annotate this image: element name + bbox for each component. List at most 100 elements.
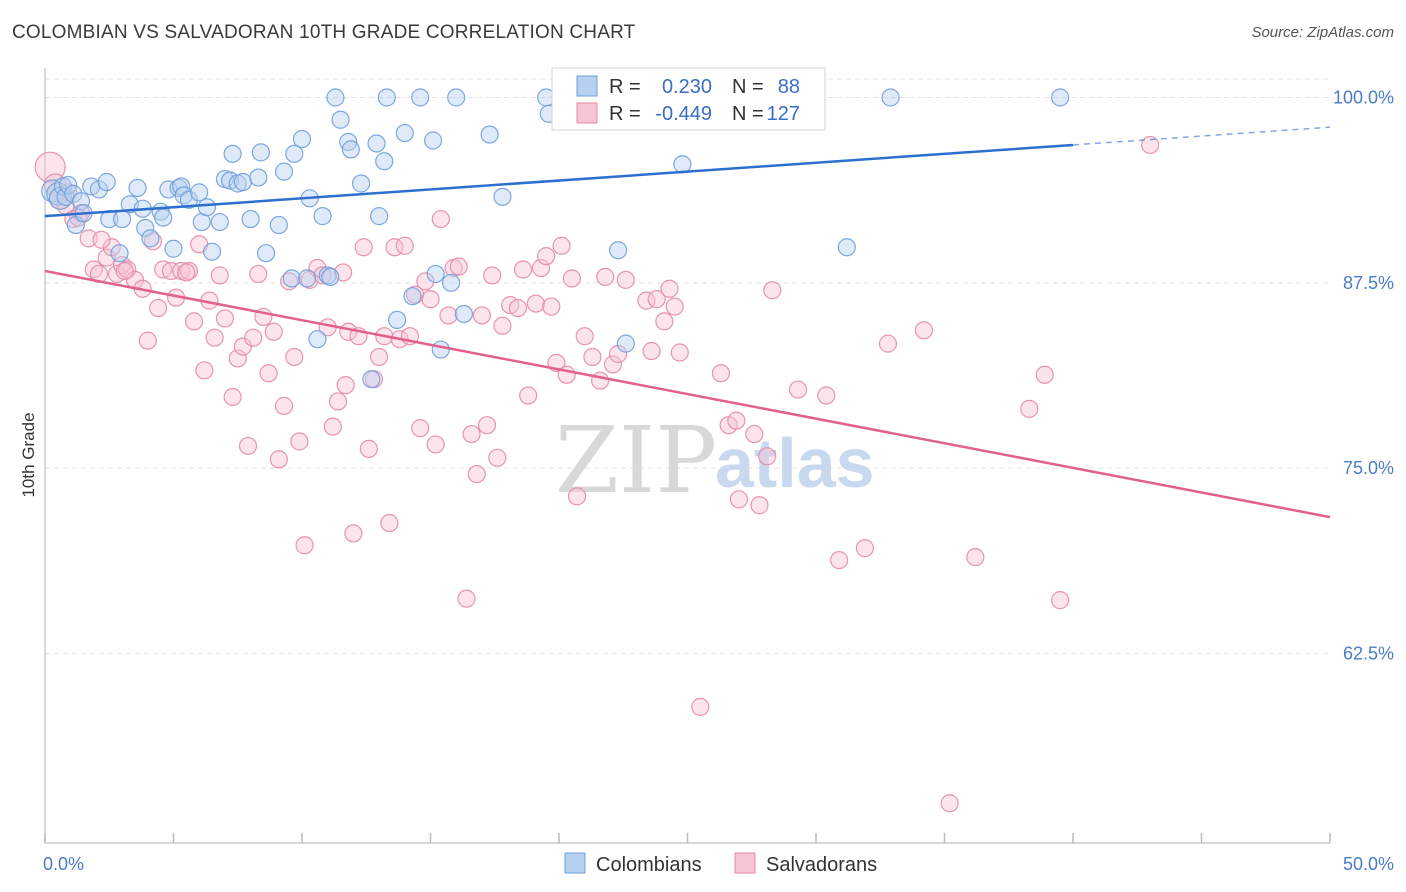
data-point	[616, 270, 635, 289]
data-point	[375, 152, 394, 171]
data-point	[238, 436, 258, 456]
data-point	[210, 266, 229, 285]
data-point	[264, 322, 283, 341]
data-point	[763, 281, 782, 300]
data-point	[370, 207, 389, 226]
data-point	[215, 309, 234, 328]
data-point	[344, 524, 363, 543]
data-point	[274, 162, 294, 181]
data-point	[184, 312, 204, 331]
trend-line-salvadorans	[44, 269, 1331, 519]
data-point	[449, 257, 468, 276]
data-point	[321, 267, 340, 287]
data-point	[256, 244, 276, 263]
data-point	[537, 247, 556, 266]
data-point	[89, 180, 109, 199]
data-point	[591, 371, 610, 390]
series-legend-swatch-salvadorans	[734, 852, 756, 874]
legend-n-label-2: N =	[732, 103, 764, 125]
data-point	[881, 88, 900, 107]
data-point	[855, 539, 874, 558]
data-point	[359, 439, 378, 458]
data-point	[64, 184, 83, 203]
data-point	[269, 450, 288, 469]
series-legend: Colombians Salvadorans	[564, 852, 877, 876]
colombians-points	[41, 88, 1070, 389]
trend-lines	[44, 126, 1331, 519]
data-point	[562, 269, 581, 288]
data-point	[249, 264, 268, 284]
data-point	[228, 349, 247, 368]
source-label: Source: ZipAtlas.com	[1251, 24, 1394, 41]
data-point	[596, 267, 615, 287]
data-point	[788, 380, 808, 399]
data-point	[143, 232, 163, 251]
legend-n-value-colombians: 88	[778, 76, 800, 98]
data-point	[745, 424, 764, 444]
data-point	[370, 347, 389, 367]
data-point	[513, 260, 533, 279]
data-point	[817, 386, 836, 405]
data-point	[488, 448, 507, 467]
data-point	[493, 187, 512, 206]
data-point	[395, 123, 414, 143]
stats-legend: R = 0.230 N = 88 R = -0.449 N = 127	[551, 67, 826, 131]
data-point	[416, 272, 435, 291]
data-point	[190, 183, 209, 202]
y-tick-label: 87.5%	[1343, 273, 1394, 293]
data-point	[441, 273, 461, 292]
legend-r-value-salvadorans: -0.449	[655, 103, 712, 125]
data-point	[352, 174, 371, 193]
y-tick-labels: 62.5% 75.0% 87.5% 100.0%	[1333, 88, 1394, 664]
data-point	[197, 198, 217, 217]
data-point	[552, 236, 571, 255]
data-point	[154, 260, 173, 279]
data-point	[480, 125, 499, 144]
data-point	[673, 155, 692, 174]
data-point	[148, 298, 168, 318]
data-point	[339, 132, 358, 152]
data-point	[493, 316, 512, 335]
data-point	[519, 386, 538, 405]
data-point	[914, 321, 934, 340]
data-point	[830, 550, 849, 570]
data-point	[362, 370, 381, 389]
data-point	[223, 144, 242, 163]
data-point	[331, 110, 350, 129]
data-point	[411, 88, 430, 107]
data-point	[431, 340, 450, 359]
watermark-zip: ZIP	[555, 407, 717, 514]
data-point	[966, 548, 985, 567]
data-point	[354, 238, 373, 257]
data-point	[395, 236, 414, 255]
data-point	[457, 589, 476, 608]
data-point	[526, 294, 545, 313]
data-point	[1140, 135, 1160, 155]
data-point	[210, 212, 229, 232]
legend-r-label-1: R =	[609, 76, 641, 98]
data-point	[758, 447, 777, 466]
data-point	[647, 290, 666, 309]
data-point	[940, 794, 959, 813]
legend-r-value-colombians: 0.230	[662, 76, 712, 98]
data-point	[616, 334, 635, 353]
data-point	[59, 175, 78, 195]
data-point	[110, 244, 129, 263]
data-point	[583, 347, 602, 367]
legend-n-label-1: N =	[732, 76, 764, 98]
data-point	[508, 298, 527, 318]
data-point	[308, 330, 327, 349]
trend-line-colombians	[44, 143, 1074, 218]
data-point	[285, 347, 304, 367]
data-point	[179, 190, 199, 209]
data-point	[750, 496, 769, 515]
data-point	[290, 432, 309, 451]
y-axis-label: 10th Grade	[19, 412, 38, 497]
y-tick-label: 100.0%	[1333, 88, 1394, 108]
data-point	[97, 172, 116, 192]
data-point	[380, 513, 399, 533]
data-point	[136, 218, 155, 238]
data-point	[141, 229, 160, 248]
data-point	[642, 341, 661, 361]
